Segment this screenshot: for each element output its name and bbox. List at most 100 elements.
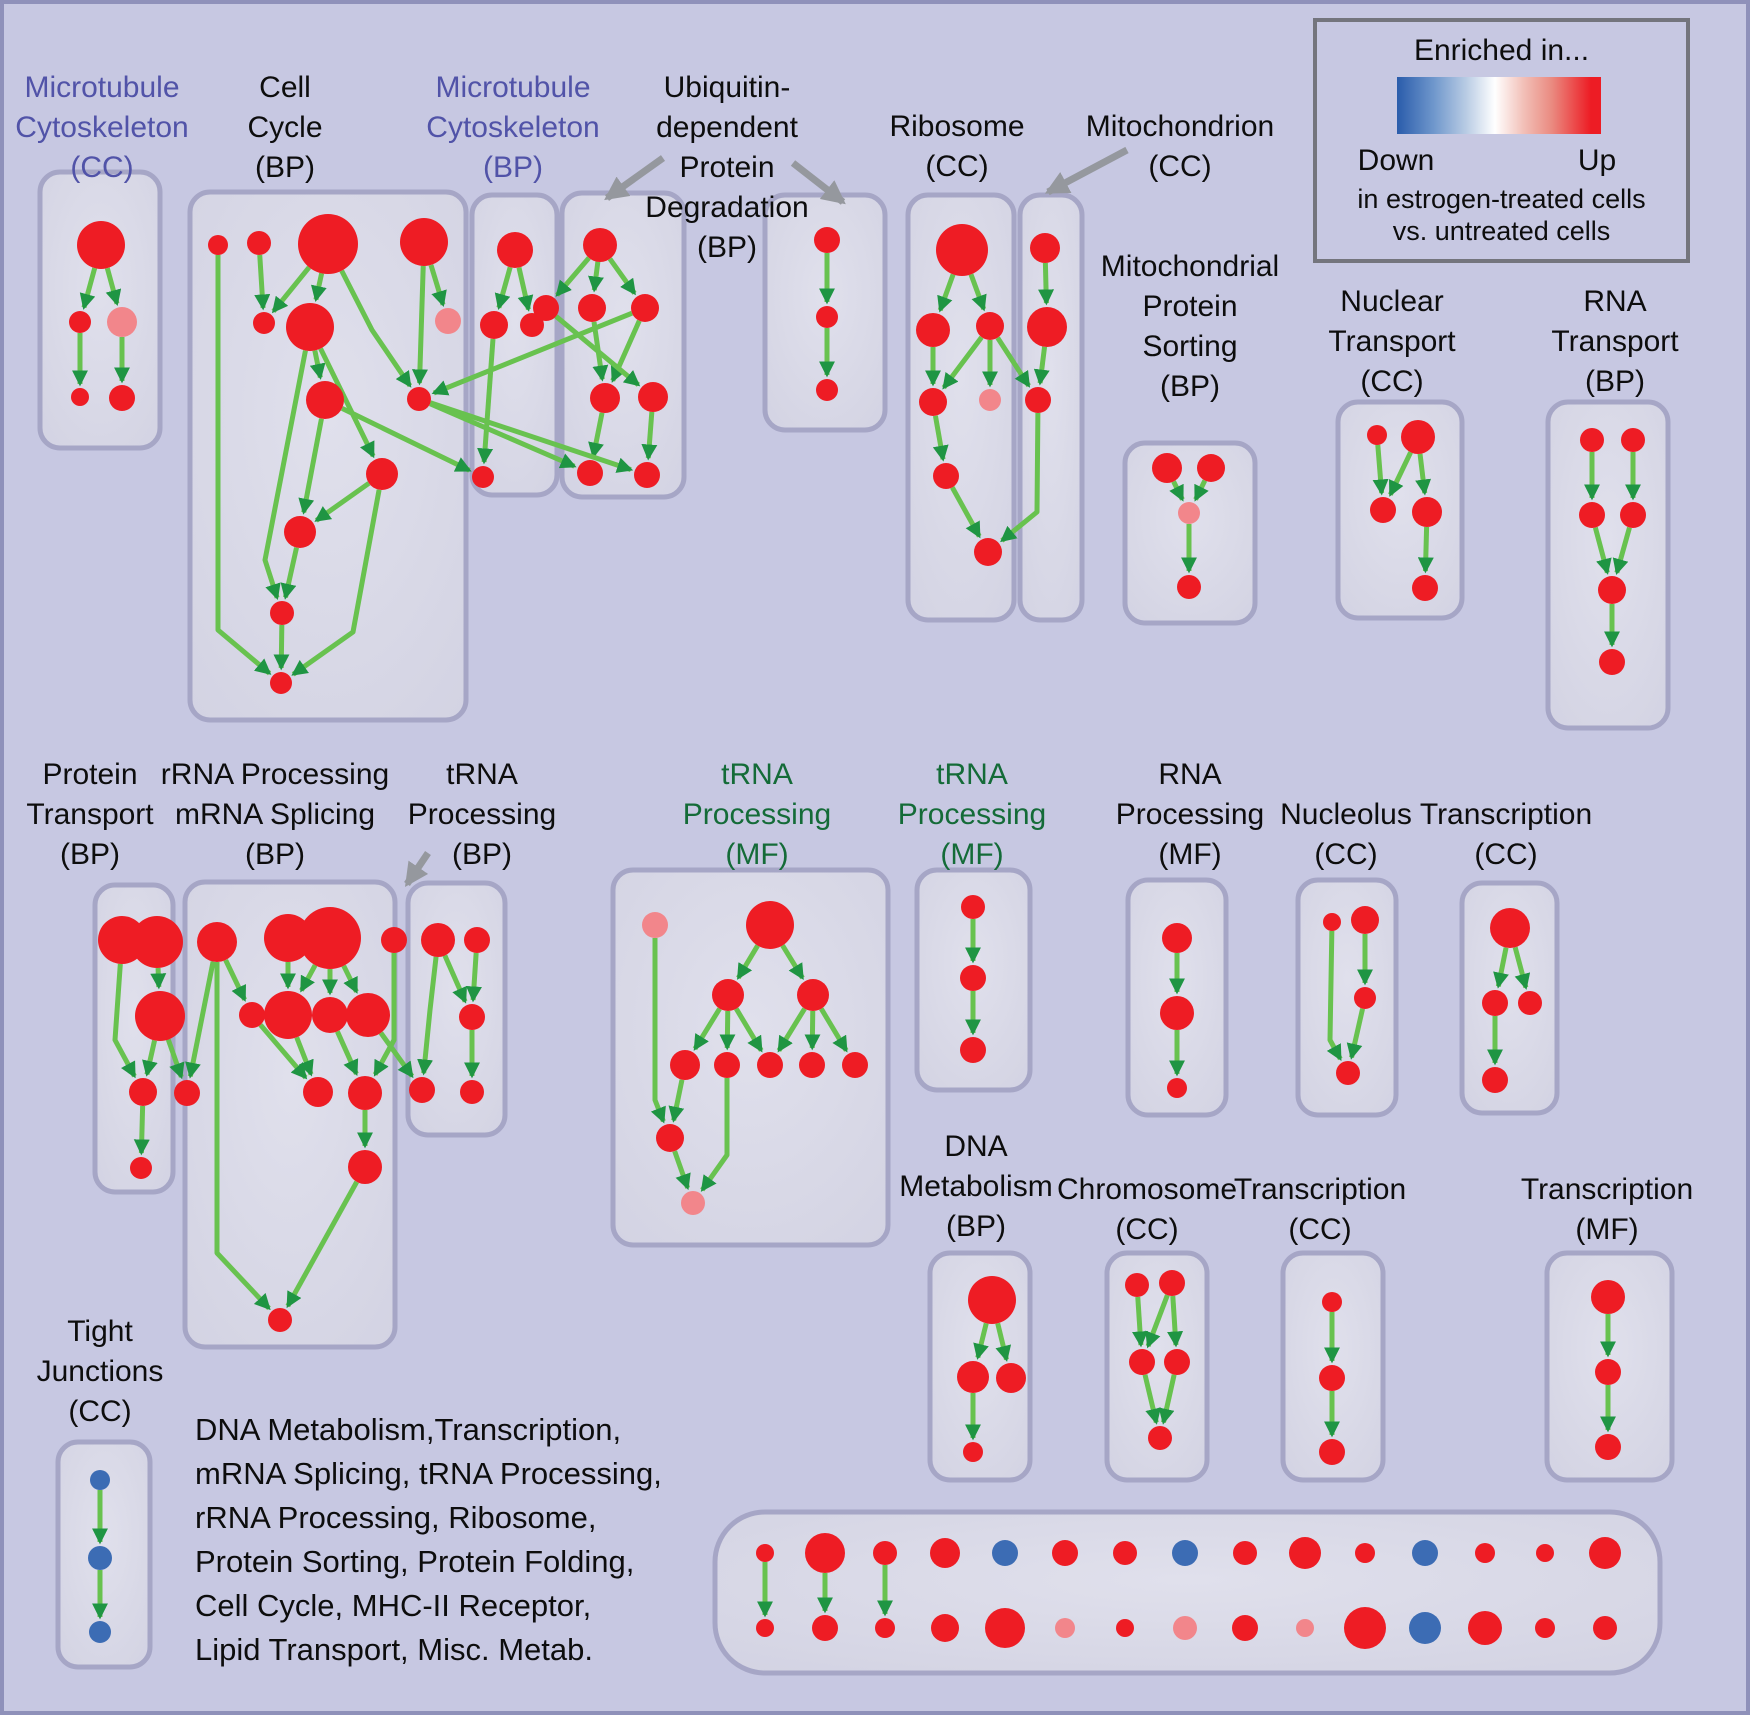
strip-node-bottom [1116, 1619, 1134, 1637]
go-term-node [919, 388, 947, 416]
cluster-box-nuclear-transport [1335, 399, 1465, 621]
legend-subtitle-2: vs. untreated cells [1392, 216, 1611, 246]
edge-arrow [668, 1079, 685, 1123]
strip-node-bottom [1593, 1616, 1617, 1640]
go-term-node [712, 979, 744, 1011]
go-term-node [197, 922, 237, 962]
strip-node-top [1172, 1540, 1198, 1566]
go-term-node [264, 991, 312, 1039]
go-term-node [247, 231, 271, 255]
strip-node-top [1289, 1537, 1321, 1569]
go-term-node [1482, 1067, 1508, 1093]
cluster-label-transcription-mf: Transcription (MF) [1520, 1173, 1694, 1246]
edge-arrow [736, 944, 760, 980]
legend-title: Enriched in... [1413, 34, 1590, 67]
go-term-node [1319, 1365, 1345, 1391]
go-term-node [1401, 420, 1435, 454]
misc-categories-text: DNA Metabolism,Transcription, mRNA Splic… [195, 1412, 662, 1667]
go-term-node [1598, 576, 1626, 604]
go-term-node [421, 923, 455, 957]
cluster-label-tight-junctions: Tight Junctions (CC) [36, 1315, 164, 1428]
go-term-node [1412, 575, 1438, 601]
strip-node-top [992, 1540, 1018, 1566]
edge-arrow [804, 1010, 821, 1051]
label-pointer-arrow [404, 851, 431, 887]
cluster-box-ribosome-cc [905, 192, 1017, 623]
go-term-node [460, 1080, 484, 1104]
edge-arrow [734, 1007, 764, 1053]
go-term-node [1620, 502, 1646, 528]
go-term-node [1490, 908, 1530, 948]
go-term-node [299, 907, 361, 969]
strip-node-bottom [985, 1608, 1025, 1648]
edge-arrow [273, 624, 290, 671]
go-term-node [979, 389, 1001, 411]
edge-arrow [937, 273, 956, 313]
go-term-node [1412, 497, 1442, 527]
edge-arrow [214, 962, 271, 1311]
edge-arrow [692, 1007, 722, 1051]
edge-arrow [465, 952, 482, 1003]
go-term-node [1160, 996, 1194, 1030]
edge-arrow [411, 265, 428, 386]
strip-node-bottom [1055, 1618, 1075, 1638]
cluster-label-protein-transport: Protein Transport (BP) [26, 758, 154, 871]
legend-subtitle-1: in estrogen-treated cells [1357, 184, 1646, 214]
go-term-node [974, 538, 1002, 566]
go-term-node [1323, 913, 1341, 931]
edge-arrow [442, 954, 468, 1004]
go-term-node [933, 463, 959, 489]
cluster-label-transcription-cc-mid: Transcription (CC) [1419, 798, 1593, 871]
edge-arrow [133, 1105, 150, 1156]
go-term-node [1595, 1434, 1621, 1460]
strip-node-top [1233, 1541, 1257, 1565]
go-term-node [578, 294, 606, 322]
go-term-node [459, 1004, 485, 1030]
go-term-node [88, 1546, 112, 1570]
go-term-node [1595, 1359, 1621, 1385]
edge-arrow [314, 481, 371, 523]
go-term-node [631, 294, 659, 322]
go-term-node [129, 1078, 157, 1106]
go-term-node [1580, 428, 1604, 452]
go-term-node [577, 460, 603, 486]
go-term-node [1027, 307, 1067, 347]
strip-node-top [1536, 1544, 1554, 1562]
go-term-node [174, 1080, 200, 1106]
edge-arrow [1346, 1008, 1366, 1060]
edge-arrow [780, 944, 805, 981]
edge-arrow [429, 401, 577, 469]
strip-node-top [1589, 1537, 1621, 1569]
edge-arrow [1132, 1296, 1149, 1348]
edge-arrow [1592, 526, 1612, 575]
cluster-label-trna-mf-1: tRNA Processing (MF) [682, 758, 832, 871]
edge-arrow [555, 256, 591, 297]
edge-arrow [1512, 946, 1531, 990]
edge-arrow [1415, 453, 1432, 496]
go-term-node [1591, 1280, 1625, 1314]
edge-arrow [1000, 412, 1041, 543]
edge-arrow [291, 489, 382, 677]
edge-arrow [309, 350, 326, 380]
edge-arrow [1038, 262, 1055, 306]
go-term-node [69, 311, 91, 333]
edge-arrow [641, 411, 658, 461]
go-term-node [1197, 454, 1225, 482]
go-term-node [71, 388, 89, 406]
go-term-node [464, 927, 490, 953]
go-term-node [1164, 1349, 1190, 1375]
edge-arrow [1193, 479, 1209, 502]
go-term-node [270, 601, 294, 625]
edge-arrow [318, 347, 376, 459]
edge-arrow [262, 350, 308, 601]
go-term-node [1167, 1078, 1187, 1098]
edge-arrow [165, 1038, 185, 1080]
go-term-node [435, 308, 461, 334]
go-term-node [520, 313, 544, 337]
cluster-label-rrna-mrna: rRNA Processing mRNA Splicing (BP) [160, 758, 390, 871]
cluster-box-transcription-cc-mid [1459, 880, 1560, 1116]
go-term-node [130, 1157, 152, 1179]
cluster-label-ubiquitin-bp-1: Ubiquitin- dependent Protein Degradation… [645, 71, 809, 264]
go-term-node [409, 1077, 435, 1103]
go-term-node [960, 965, 986, 991]
